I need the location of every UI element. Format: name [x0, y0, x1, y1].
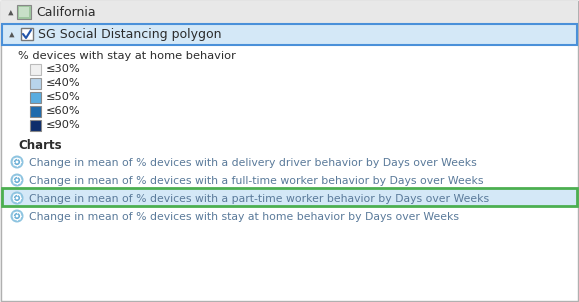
Circle shape: [16, 214, 19, 217]
Text: SG Social Distancing polygon: SG Social Distancing polygon: [38, 28, 222, 41]
Text: Change in mean of % devices with stay at home behavior by Days over Weeks: Change in mean of % devices with stay at…: [29, 211, 459, 221]
Bar: [30, 78, 41, 89]
Circle shape: [14, 213, 20, 219]
Circle shape: [14, 159, 20, 165]
Circle shape: [10, 210, 24, 223]
Circle shape: [13, 212, 21, 220]
Text: ≤30%: ≤30%: [46, 65, 80, 75]
Circle shape: [16, 197, 19, 199]
Text: ≤50%: ≤50%: [46, 92, 80, 102]
Bar: [1, 1, 578, 23]
Bar: [30, 64, 41, 75]
Text: Change in mean of % devices with a full-time worker behavior by Days over Weeks: Change in mean of % devices with a full-…: [29, 175, 483, 185]
Circle shape: [10, 191, 24, 204]
Text: % devices with stay at home behavior: % devices with stay at home behavior: [18, 51, 236, 61]
Circle shape: [13, 158, 21, 166]
Text: Change in mean of % devices with a part-time worker behavior by Days over Weeks: Change in mean of % devices with a part-…: [29, 194, 489, 204]
Text: ◀: ◀: [7, 9, 13, 15]
Bar: [2, 24, 577, 44]
Circle shape: [13, 175, 21, 185]
Bar: [19, 7, 29, 17]
Bar: [17, 5, 31, 19]
Bar: [30, 92, 41, 103]
Text: ≤40%: ≤40%: [46, 79, 80, 88]
Circle shape: [16, 178, 19, 182]
Text: California: California: [36, 6, 96, 19]
Circle shape: [13, 194, 21, 202]
Text: ≤90%: ≤90%: [46, 120, 80, 130]
Circle shape: [10, 174, 24, 187]
Circle shape: [14, 195, 20, 201]
Text: Change in mean of % devices with a delivery driver behavior by Days over Weeks: Change in mean of % devices with a deliv…: [29, 158, 477, 168]
Circle shape: [10, 156, 24, 169]
Bar: [21, 28, 33, 40]
Bar: [2, 188, 577, 206]
Bar: [30, 120, 41, 131]
Circle shape: [14, 177, 20, 183]
Text: ≤60%: ≤60%: [46, 107, 80, 117]
Text: ◀: ◀: [8, 31, 14, 37]
Text: Charts: Charts: [18, 139, 61, 152]
Bar: [2, 188, 577, 206]
Bar: [30, 106, 41, 117]
Circle shape: [16, 161, 19, 163]
Bar: [1, 23, 578, 45]
